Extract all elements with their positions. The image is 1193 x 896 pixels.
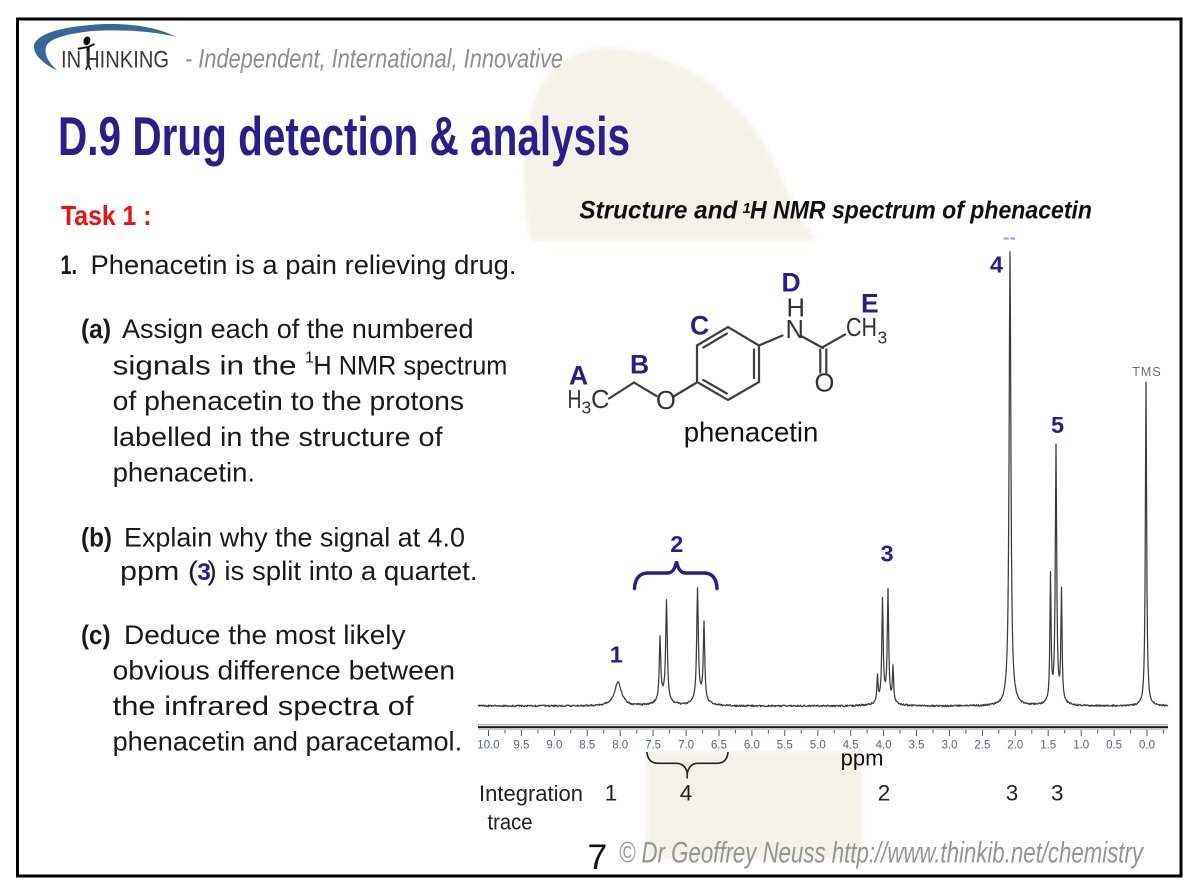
svg-text:O: O <box>656 387 676 415</box>
svg-text:7: 7 <box>588 837 608 877</box>
svg-text:phenacetin and paracetamol.: phenacetin and paracetamol. <box>113 727 463 757</box>
svg-text:1: 1 <box>743 200 751 217</box>
svg-text:Deduce the most likely: Deduce the most likely <box>124 620 406 650</box>
svg-text:1.0: 1.0 <box>1073 739 1089 751</box>
svg-text:1: 1 <box>605 781 618 806</box>
svg-text:3.0: 3.0 <box>942 739 958 751</box>
svg-text:H NMR spectrum of phenacetin: H NMR spectrum of phenacetin <box>750 197 1092 225</box>
svg-text:TMS: TMS <box>1132 365 1161 379</box>
svg-text:8.5: 8.5 <box>579 739 595 751</box>
svg-text:CH: CH <box>846 314 877 342</box>
svg-text:2: 2 <box>878 781 891 806</box>
svg-text:10.0: 10.0 <box>477 739 499 751</box>
svg-text:phenacetin.: phenacetin. <box>113 458 256 488</box>
svg-text:3: 3 <box>1051 781 1064 806</box>
svg-text:obvious difference between: obvious difference between <box>113 656 456 686</box>
svg-text:the infrared spectra of: the infrared spectra of <box>113 691 415 721</box>
svg-text:trace: trace <box>488 810 533 835</box>
svg-text:5.5: 5.5 <box>777 739 793 751</box>
svg-text:4: 4 <box>990 252 1003 278</box>
svg-text:(c): (c) <box>81 620 111 650</box>
svg-text:B: B <box>630 350 649 380</box>
svg-text:3.5: 3.5 <box>909 739 925 751</box>
svg-text:9.0: 9.0 <box>546 739 562 751</box>
svg-text:phenacetin: phenacetin <box>684 417 819 448</box>
svg-text:D.9 Drug detection & analysis: D.9 Drug detection & analysis <box>58 105 630 167</box>
svg-text:ppm: ppm <box>841 746 884 771</box>
svg-text:) is split into a quartet.: ) is split into a quartet. <box>208 556 478 586</box>
svg-text:Assign each of the numbered: Assign each of the numbered <box>122 314 474 344</box>
svg-text:C: C <box>690 311 709 341</box>
svg-text:1: 1 <box>305 349 314 366</box>
svg-text:© Dr Geoffrey Neuss http://www: © Dr Geoffrey Neuss http://www.thinkib.n… <box>619 837 1145 870</box>
svg-text:3: 3 <box>197 559 211 586</box>
svg-text:0.5: 0.5 <box>1106 739 1122 751</box>
svg-text:4.0: 4.0 <box>876 739 892 751</box>
svg-text:A: A <box>569 361 588 391</box>
svg-text:3: 3 <box>582 398 592 418</box>
svg-text:H: H <box>568 386 582 414</box>
svg-text:Task 1 :: Task 1 : <box>61 200 152 231</box>
svg-text:(b): (b) <box>81 523 112 553</box>
svg-text:signals in the: signals in the <box>113 351 297 381</box>
svg-text:E: E <box>861 289 879 319</box>
svg-text:Structure and: Structure and <box>579 197 738 225</box>
svg-text:1: 1 <box>610 642 623 668</box>
svg-text:9.5: 9.5 <box>513 739 529 751</box>
svg-text:5: 5 <box>1051 412 1064 438</box>
svg-text:Phenacetin is a pain relieving: Phenacetin is a pain relieving drug. <box>91 250 517 280</box>
svg-text:H NMR spectrum: H NMR spectrum <box>313 351 507 381</box>
svg-text:Integration: Integration <box>479 781 583 806</box>
svg-text:2.5: 2.5 <box>974 739 990 751</box>
svg-text:3: 3 <box>1006 781 1019 806</box>
svg-text:2.0: 2.0 <box>1007 739 1023 751</box>
svg-text:2: 2 <box>670 531 683 557</box>
svg-text:7.0: 7.0 <box>678 739 694 751</box>
svg-text:IN HINKING: IN HINKING <box>61 47 169 74</box>
svg-text:H: H <box>787 295 805 323</box>
svg-text:D: D <box>782 268 801 298</box>
svg-text:8.0: 8.0 <box>612 739 628 751</box>
svg-text:O: O <box>815 370 835 398</box>
svg-text:1.: 1. <box>61 250 78 280</box>
svg-text:7.5: 7.5 <box>645 739 661 751</box>
svg-text:labelled in the structure of: labelled in the structure of <box>113 422 444 452</box>
svg-text:of phenacetin to the protons: of phenacetin to the protons <box>113 386 465 416</box>
svg-text:0.0: 0.0 <box>1139 739 1155 751</box>
svg-text:- Independent, International,: - Independent, International, Innovative <box>185 44 563 74</box>
svg-text:(a): (a) <box>81 314 111 344</box>
svg-text:3: 3 <box>880 541 893 567</box>
svg-text:5.0: 5.0 <box>810 739 826 751</box>
svg-text:1.5: 1.5 <box>1040 739 1056 751</box>
svg-text:N: N <box>786 316 804 344</box>
svg-text:4.5: 4.5 <box>843 739 859 751</box>
svg-text:C: C <box>591 386 609 414</box>
svg-text:Explain why the signal at 4.0: Explain why the signal at 4.0 <box>124 523 465 553</box>
svg-text:3: 3 <box>878 328 888 348</box>
svg-text:6.0: 6.0 <box>744 739 760 751</box>
svg-text:4: 4 <box>680 781 693 806</box>
svg-text:ppm (: ppm ( <box>120 556 198 586</box>
svg-text:6.5: 6.5 <box>711 739 727 751</box>
